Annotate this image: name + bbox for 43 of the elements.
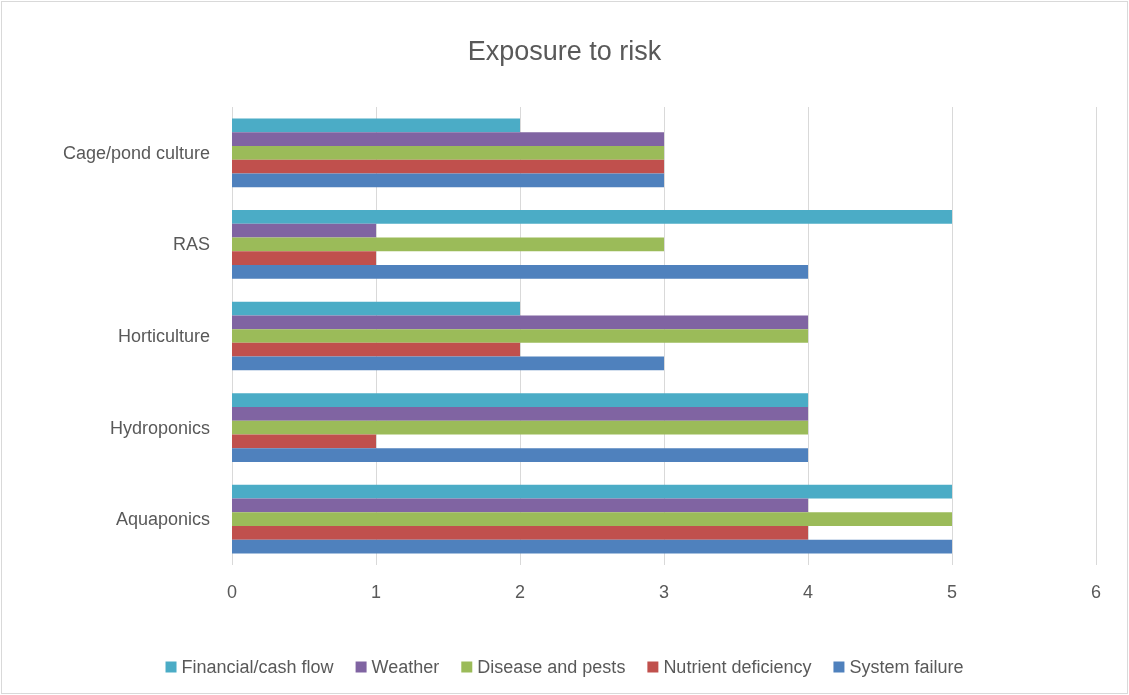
- bar: [232, 526, 808, 540]
- bar: [232, 132, 664, 146]
- bar: [232, 315, 808, 330]
- legend-label: Weather: [371, 657, 440, 677]
- x-tick-label: 1: [370, 582, 382, 602]
- bar: [232, 237, 664, 252]
- bar: [232, 173, 664, 188]
- bar: [232, 356, 664, 371]
- x-tick-label: 0: [226, 582, 238, 602]
- x-tick-label: 2: [514, 582, 526, 602]
- x-tick-label: 6: [1090, 582, 1102, 602]
- bar: [232, 434, 376, 449]
- bar: [232, 484, 952, 499]
- bar: [232, 210, 952, 224]
- y-tick-label: RAS: [172, 234, 210, 255]
- bar: [232, 159, 664, 174]
- y-tick-label: Horticulture: [117, 326, 210, 346]
- legend-label: Disease and pests: [477, 657, 626, 677]
- bar: [232, 145, 664, 160]
- bar: [232, 118, 520, 133]
- chart-title: Exposure to risk: [467, 35, 662, 66]
- bar: [232, 539, 952, 554]
- x-tick-label: 5: [946, 582, 958, 602]
- bar: [232, 512, 952, 527]
- x-tick-label: 3: [658, 582, 670, 602]
- bar: [232, 223, 376, 238]
- legend-label: Nutrient deficiency: [663, 657, 812, 677]
- legend-label: System failure: [849, 657, 964, 677]
- x-tick-label: 4: [802, 582, 814, 602]
- bar: [232, 498, 808, 513]
- y-tick-label: Aquaponics: [115, 509, 210, 530]
- bar: [232, 342, 520, 357]
- y-tick-label: Cage/pond culture: [62, 142, 210, 163]
- bar: [232, 265, 808, 279]
- bar: [232, 301, 520, 316]
- bar: [232, 329, 808, 343]
- legend-label: Financial/cash flow: [181, 657, 335, 677]
- bar: [232, 406, 808, 421]
- bar: [232, 251, 376, 266]
- bar: [232, 393, 808, 407]
- bar: [232, 448, 808, 462]
- bar: [232, 420, 808, 435]
- y-tick-label: Hydroponics: [109, 417, 210, 438]
